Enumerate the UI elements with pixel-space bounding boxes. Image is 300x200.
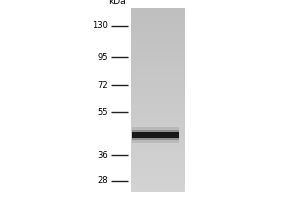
Text: 55: 55 (98, 108, 108, 117)
Text: 72: 72 (98, 81, 108, 90)
Text: 36: 36 (97, 151, 108, 160)
Text: 130: 130 (92, 21, 108, 30)
Text: 95: 95 (98, 53, 108, 62)
Text: 28: 28 (98, 176, 108, 185)
Bar (132, 132, 178, 138)
Text: kDa: kDa (108, 0, 126, 6)
Bar (132, 127, 178, 143)
Bar (132, 130, 178, 140)
